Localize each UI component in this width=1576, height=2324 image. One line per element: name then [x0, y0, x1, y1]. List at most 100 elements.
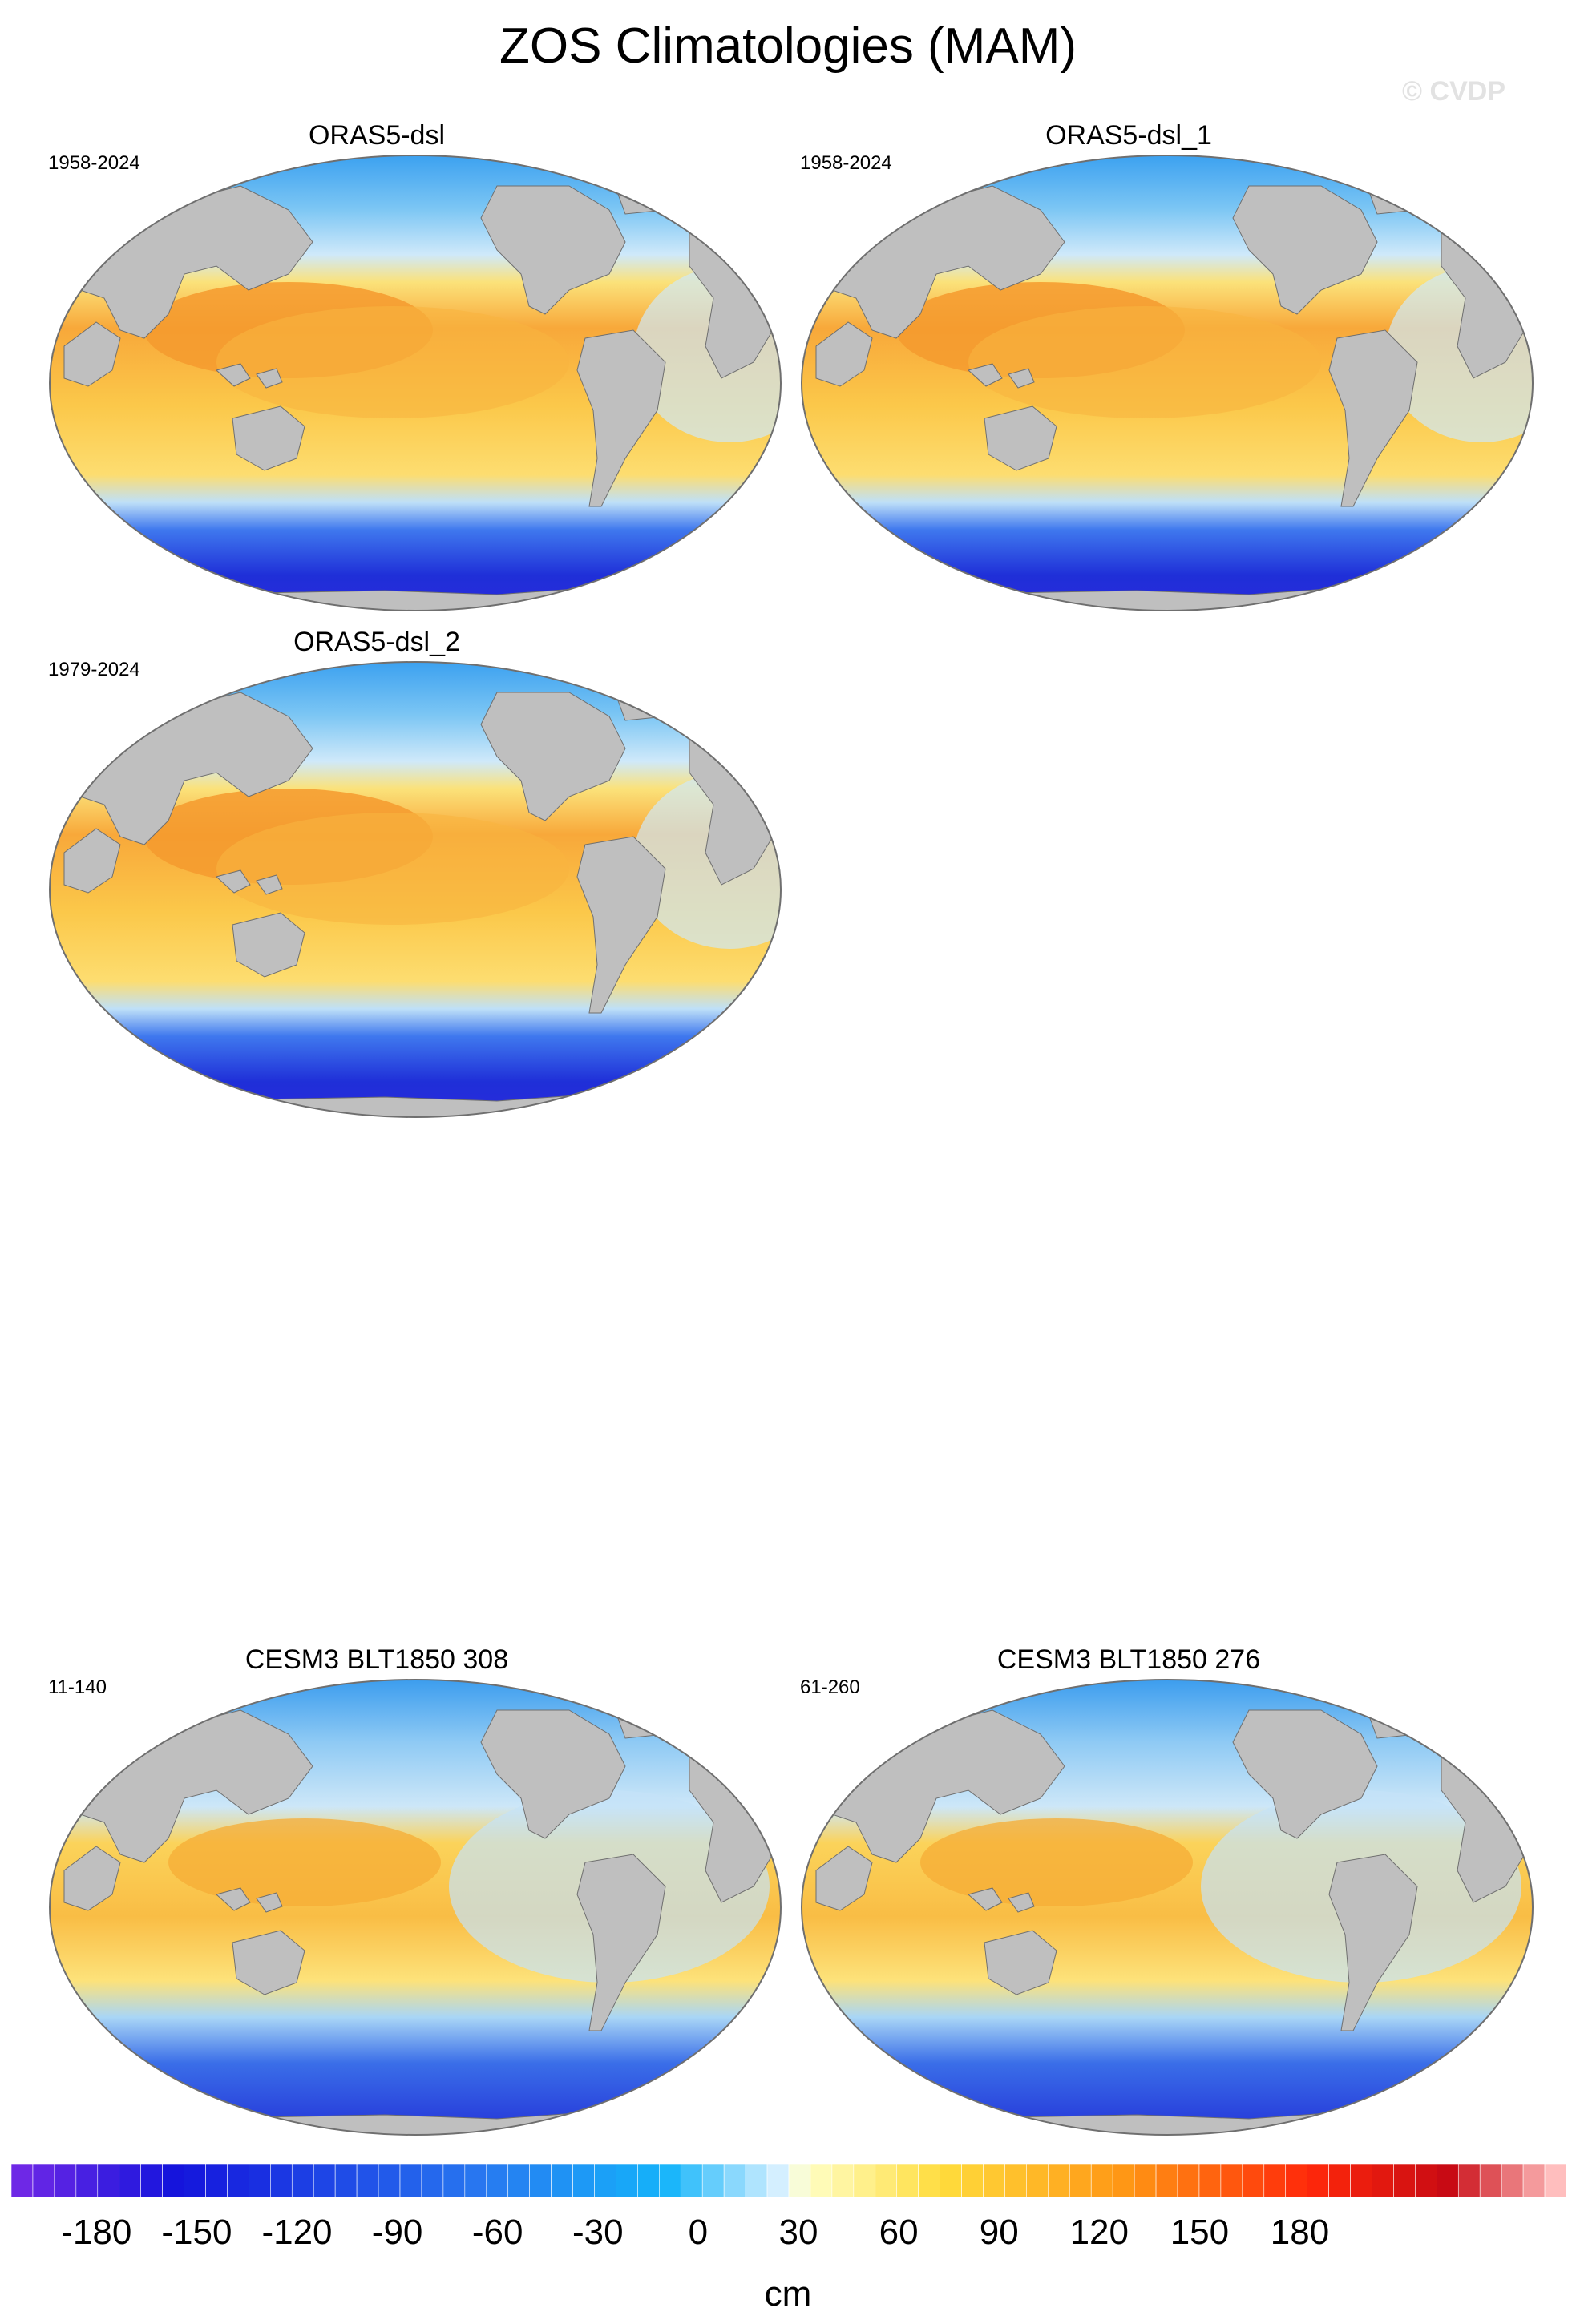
- colorbar-tick-label: 90: [980, 2213, 1019, 2252]
- colorbar-box: [1501, 2164, 1524, 2198]
- colorbar-tick-label: 150: [1170, 2213, 1229, 2252]
- colorbar-box: [1372, 2164, 1394, 2198]
- colorbar-box: [572, 2164, 595, 2198]
- colorbar-box: [227, 2164, 249, 2198]
- colorbar-box: [918, 2164, 940, 2198]
- colorbar-tick-label: -60: [472, 2213, 523, 2252]
- colorbar-tick-label: -120: [261, 2213, 332, 2252]
- colorbar-box: [875, 2164, 898, 2198]
- colorbar-box: [464, 2164, 487, 2198]
- colorbar-tick-label: -150: [161, 2213, 232, 2252]
- colorbar-tick-label: -30: [572, 2213, 624, 2252]
- colorbar-box: [486, 2164, 509, 2198]
- colorbar-box: [140, 2164, 163, 2198]
- colorbar-box: [1328, 2164, 1351, 2198]
- colorbar-box: [1220, 2164, 1243, 2198]
- colorbar-box: [766, 2164, 790, 2198]
- colorbar-box: [1177, 2164, 1200, 2198]
- colorbar-box: [659, 2164, 681, 2198]
- colorbar-tick-label: 60: [879, 2213, 919, 2252]
- panel-period: 1958-2024: [48, 152, 140, 174]
- panel-title: CESM3 BLT1850 276: [996, 1644, 1261, 1675]
- colorbar-box: [853, 2164, 876, 2198]
- colorbar-box: [270, 2164, 293, 2198]
- colorbar-box: [54, 2164, 77, 2198]
- colorbar-box: [637, 2164, 660, 2198]
- colorbar-box: [680, 2164, 703, 2198]
- colorbar-box: [940, 2164, 962, 2198]
- colorbar-box: [1198, 2164, 1222, 2198]
- colorbar-box: [1263, 2164, 1287, 2198]
- panel-title: ORAS5-dsl_1: [1045, 120, 1212, 151]
- colorbar-box: [745, 2164, 768, 2198]
- colorbar-box: [119, 2164, 141, 2198]
- colorbar-box: [1069, 2164, 1092, 2198]
- colorbar-tick-label: 30: [779, 2213, 818, 2252]
- colorbar-box: [97, 2164, 120, 2198]
- colorbar-box: [291, 2164, 314, 2198]
- colorbar-box: [356, 2164, 379, 2198]
- colorbar-tick-label: 0: [689, 2213, 708, 2252]
- zos-map: [48, 1678, 782, 2136]
- colorbar-box: [11, 2164, 34, 2198]
- colorbar-box: [701, 2164, 725, 2198]
- colorbar-box: [1307, 2164, 1329, 2198]
- colorbar: -180 -150 -120 -90 -60 -30 0 30 60 90 120 150 180: [11, 2164, 1566, 2252]
- map-panel: ORAS5-dsl 1958-2024: [0, 120, 754, 617]
- colorbar-box: [1048, 2164, 1070, 2198]
- colorbar-box: [1155, 2164, 1178, 2198]
- colorbar-box: [1242, 2164, 1265, 2198]
- panel-period: 61-260: [800, 1676, 860, 1698]
- colorbar-box: [313, 2164, 336, 2198]
- colorbar-box: [184, 2164, 206, 2198]
- colorbar-box: [75, 2164, 99, 2198]
- panel-period: 11-140: [48, 1676, 107, 1698]
- panel-title: CESM3 BLT1850 308: [244, 1644, 509, 1675]
- map-panel: CESM3 BLT1850 276 61-260: [752, 1644, 1505, 2141]
- panel-title: ORAS5-dsl_2: [293, 627, 460, 657]
- colorbar-box: [249, 2164, 271, 2198]
- zos-map: [48, 154, 782, 612]
- colorbar-tick-label: -180: [61, 2213, 131, 2252]
- map-panel: ORAS5-dsl_1 1958-2024: [752, 120, 1505, 617]
- colorbar-box: [723, 2164, 746, 2198]
- colorbar-box: [551, 2164, 573, 2198]
- colorbar-box: [983, 2164, 1005, 2198]
- colorbar-box: [1393, 2164, 1416, 2198]
- watermark: © CVDP: [1402, 76, 1505, 107]
- colorbar-box: [421, 2164, 444, 2198]
- panel-period: 1979-2024: [48, 659, 140, 680]
- figure-title: ZOS Climatologies (MAM): [499, 18, 1077, 74]
- zos-map: [48, 660, 782, 1119]
- colorbar-box: [1090, 2164, 1113, 2198]
- colorbar-box: [594, 2164, 616, 2198]
- colorbar-box: [507, 2164, 530, 2198]
- colorbar-box: [162, 2164, 184, 2198]
- colorbar-box: [810, 2164, 833, 2198]
- colorbar-box: [442, 2164, 466, 2198]
- colorbar-box: [1026, 2164, 1049, 2198]
- colorbar-box: [831, 2164, 855, 2198]
- colorbar-tick-label: -90: [372, 2213, 423, 2252]
- colorbar-box: [1522, 2164, 1546, 2198]
- colorbar-box: [1544, 2164, 1566, 2198]
- panel-title: ORAS5-dsl: [308, 120, 446, 151]
- colorbar-box: [1479, 2164, 1502, 2198]
- colorbar-box: [788, 2164, 811, 2198]
- map-panel: ORAS5-dsl_2 1979-2024: [0, 627, 754, 1124]
- colorbar-box: [378, 2164, 401, 2198]
- zos-map: [800, 154, 1534, 612]
- colorbar-tick-label: 120: [1070, 2213, 1129, 2252]
- colorbar-tick-label: 180: [1271, 2213, 1329, 2252]
- colorbar-box: [1004, 2164, 1027, 2198]
- map-panel: CESM3 BLT1850 308 11-140: [0, 1644, 754, 2141]
- colorbar-box: [32, 2164, 55, 2198]
- colorbar-unit-label: cm: [764, 2274, 812, 2314]
- colorbar-box: [1437, 2164, 1459, 2198]
- colorbar-box: [896, 2164, 919, 2198]
- colorbar-box: [1457, 2164, 1481, 2198]
- colorbar-box: [616, 2164, 638, 2198]
- colorbar-box: [961, 2164, 984, 2198]
- colorbar-box: [205, 2164, 228, 2198]
- colorbar-box: [1112, 2164, 1135, 2198]
